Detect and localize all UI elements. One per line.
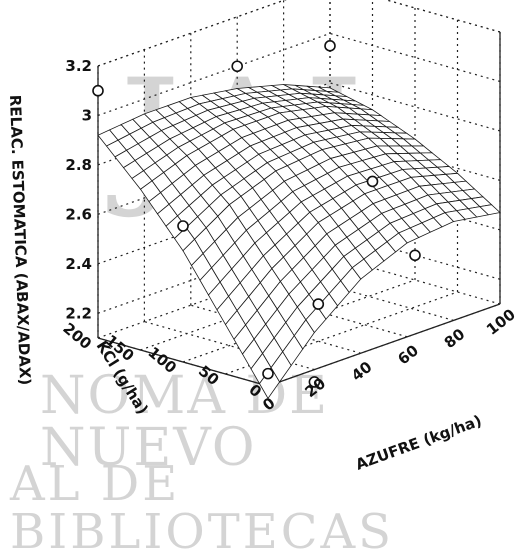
z-tick-label: 3.2 [65,57,92,75]
box-edge [97,337,269,387]
observed-point [231,60,243,73]
x-tick-label: 0 [259,394,278,415]
z-tick-label: 2.2 [65,304,92,322]
observed-point [366,175,379,188]
grid-line [182,279,416,363]
observed-point [308,376,321,388]
x-tick-label: 100 [483,305,519,338]
observed-point [324,40,336,52]
x-axis-label: AZUFRE (kg/ha) [353,411,484,473]
x-tick-label: 60 [394,341,422,368]
observed-point [312,298,325,310]
grid-line [97,0,287,67]
x-tick-label: 40 [348,358,376,385]
z-tick-label: 3 [82,106,92,124]
points-layer [92,40,421,388]
observed-point [262,367,274,380]
surface-cell [479,204,501,216]
grid-line [225,291,458,375]
observed-point [92,84,104,97]
y-tick-label: 100 [144,343,180,377]
box-edge [97,0,287,67]
z-tick-label: 2.4 [65,255,92,273]
x-tick-label: 80 [441,325,469,352]
z-axis-label: RELAC. ESTOMATICA (ABAX/ADAX) [6,95,34,386]
observed-point [177,220,189,232]
box-edge [267,303,501,387]
grid-line [97,32,331,117]
z-tick-label: 2.8 [65,156,92,174]
observed-point [409,249,421,262]
surface-layer [97,84,501,400]
z-tick-label: 2.6 [65,205,92,223]
x-tick-label: 20 [302,374,330,401]
y-tick-label: 200 [59,319,95,353]
